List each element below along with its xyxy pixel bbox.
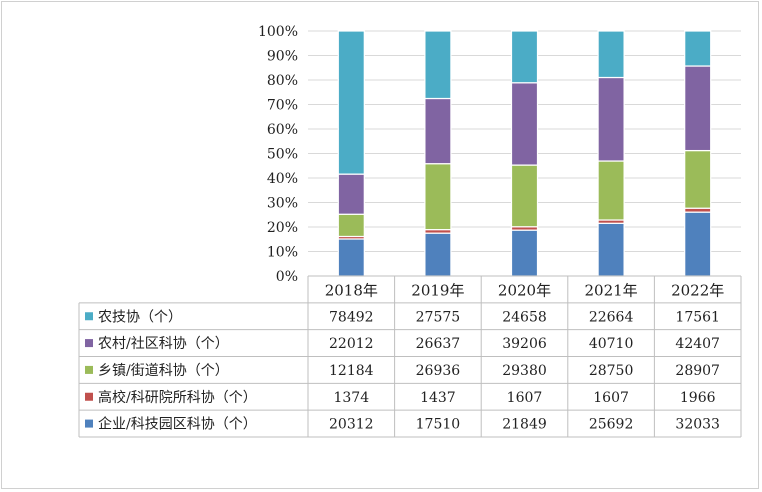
bar-segment-s2-c1	[424, 163, 452, 231]
bar-segment-s4-c0	[337, 30, 365, 175]
legend-label: 企业/科技园区科协（个）	[98, 416, 257, 433]
bar-segment-s3-c4	[684, 65, 712, 152]
table-cell-value: 12184	[329, 363, 374, 379]
y-tick-label: 70%	[267, 98, 298, 114]
bar-segment-s0-c2	[510, 229, 539, 277]
y-tick-label: 50%	[267, 147, 298, 163]
table-cell-value: 17561	[675, 309, 720, 325]
legend-label: 乡镇/街道科协（个）	[98, 363, 229, 379]
table-cell-value: 28907	[675, 363, 720, 379]
bar-segment-s3-c2	[510, 82, 539, 166]
table-cell-value: 27575	[416, 309, 461, 325]
table-cell-value: 1966	[680, 390, 716, 406]
bar-segment-s3-c1	[424, 97, 452, 165]
table-cell-value: 1607	[593, 390, 629, 406]
bar-segment-s3-c0	[337, 173, 365, 215]
bar-segment-s2-c4	[684, 149, 712, 209]
legend-label: 农技协（个）	[98, 309, 182, 325]
y-axis: 0% 10% 20% 30% 40% 50% 60% 70% 80% 90% 100%	[258, 24, 298, 285]
x-category-label: 2020年	[498, 281, 551, 299]
table-cell-value: 20312	[329, 417, 374, 433]
table-cell-value: 22012	[329, 336, 374, 352]
y-tick-label: 30%	[267, 196, 298, 212]
table-cell-value: 32033	[675, 417, 720, 433]
y-tick-label: 40%	[267, 171, 298, 187]
bar-segment-s4-c3	[597, 30, 625, 79]
table-cell-value: 21849	[502, 417, 547, 433]
y-tick-label: 60%	[267, 122, 298, 138]
table-cell-value: 22664	[589, 309, 634, 325]
x-category-label: 2022年	[671, 281, 724, 299]
y-tick-label: 100%	[258, 24, 298, 40]
bar-segment-s4-c1	[424, 30, 452, 100]
table-cell-value: 42407	[675, 336, 720, 352]
legend-swatch	[85, 392, 93, 401]
bars	[337, 30, 712, 277]
bar-segment-s4-c4	[684, 30, 712, 67]
bar-segment-s3-c3	[597, 76, 625, 162]
table-cell-value: 17510	[416, 417, 461, 433]
table-cell-value: 26936	[416, 363, 461, 379]
legend-swatch	[85, 365, 93, 374]
bar-segment-s0-c4	[684, 211, 712, 277]
table-cell-value: 40710	[589, 336, 634, 352]
table-cell-value: 78492	[329, 309, 374, 325]
bar-segment-s2-c3	[597, 160, 625, 221]
bar-segment-s2-c2	[510, 164, 539, 228]
table-cell-value: 26637	[416, 336, 461, 352]
x-category-label: 2018年	[325, 281, 378, 299]
table-cell-value: 29380	[502, 363, 547, 379]
y-tick-label: 10%	[267, 245, 298, 261]
bar-segment-s0-c0	[337, 238, 365, 277]
y-tick-label: 90%	[267, 49, 298, 65]
table-cell-value: 1374	[333, 390, 369, 406]
table-cell-value: 28750	[589, 363, 634, 379]
table-cell-value: 24658	[502, 309, 547, 325]
legend-label: 农村/社区科协（个）	[98, 336, 229, 352]
legend-swatch	[85, 419, 93, 428]
table-cell-value: 39206	[502, 336, 547, 352]
legend-label: 高校/科研院所科协（个）	[98, 389, 257, 406]
x-category-label: 2019年	[411, 281, 464, 299]
table-cell-value: 25692	[589, 417, 634, 433]
y-tick-label: 0%	[276, 269, 298, 285]
bar-segment-s0-c1	[424, 232, 452, 277]
y-tick-label: 20%	[267, 220, 298, 236]
bar-segment-s0-c3	[597, 222, 625, 277]
bar-segment-s4-c2	[510, 30, 539, 84]
table-cell-value: 1437	[420, 390, 456, 406]
legend-swatch	[85, 339, 93, 348]
y-tick-label: 80%	[267, 73, 298, 89]
x-category-label: 2021年	[585, 281, 638, 299]
bar-segment-s2-c0	[337, 213, 365, 238]
table-cell-value: 1607	[507, 390, 543, 406]
legend-swatch	[85, 312, 93, 321]
